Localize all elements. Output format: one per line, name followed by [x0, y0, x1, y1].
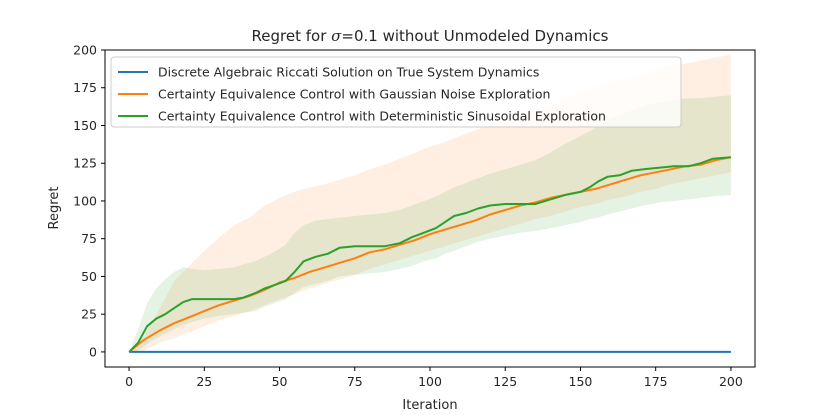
legend-label-1: Discrete Algebraic Riccati Solution on T… [158, 65, 539, 80]
legend-items: Discrete Algebraic Riccati Solution on T… [118, 65, 606, 124]
y-tick-label: 0 [89, 344, 97, 359]
confidence-bands [129, 54, 731, 352]
y-axis-ticks: 0 25 50 75 100 125 150 175 200 [73, 43, 105, 359]
x-tick-label: 175 [644, 374, 668, 389]
x-tick-label: 100 [418, 374, 442, 389]
x-tick-label: 150 [569, 374, 593, 389]
y-tick-label: 75 [81, 231, 97, 246]
series-2-line [128, 156, 732, 353]
series-3-band [129, 95, 731, 352]
y-tick-label: 25 [81, 307, 97, 322]
series-lines [128, 156, 732, 353]
x-tick-label: 75 [347, 374, 363, 389]
chart-title-sigma: σ [331, 27, 342, 45]
y-tick-label: 150 [73, 118, 97, 133]
legend-label-2: Certainty Equivalence Control with Gauss… [158, 87, 550, 102]
legend: Discrete Algebraic Riccati Solution on T… [110, 56, 682, 128]
x-tick-label: 0 [125, 374, 133, 389]
series-2-band [129, 54, 731, 352]
y-axis-label: Regret [47, 187, 62, 230]
series-3-line [128, 156, 731, 353]
y-tick-label: 125 [73, 156, 97, 171]
y-tick-label: 100 [73, 193, 97, 208]
legend-label-3: Certainty Equivalence Control with Deter… [158, 109, 606, 124]
x-tick-label: 50 [272, 374, 288, 389]
chart-title-suffix: =0.1 without Unmodeled Dynamics [341, 27, 608, 45]
y-tick-label: 175 [73, 80, 97, 95]
x-tick-label: 125 [493, 374, 517, 389]
y-tick-label: 50 [81, 269, 97, 284]
x-axis-ticks: 0 25 50 75 100 125 150 175 200 [125, 367, 743, 389]
x-tick-label: 200 [719, 374, 743, 389]
y-tick-label: 200 [73, 43, 97, 58]
chart-title-prefix: Regret for [252, 27, 332, 45]
x-tick-label: 25 [196, 374, 212, 389]
legend-box [110, 56, 682, 128]
chart-title: Regret for σ=0.1 without Unmodeled Dynam… [252, 27, 609, 45]
x-axis-label: Iteration [402, 398, 457, 413]
